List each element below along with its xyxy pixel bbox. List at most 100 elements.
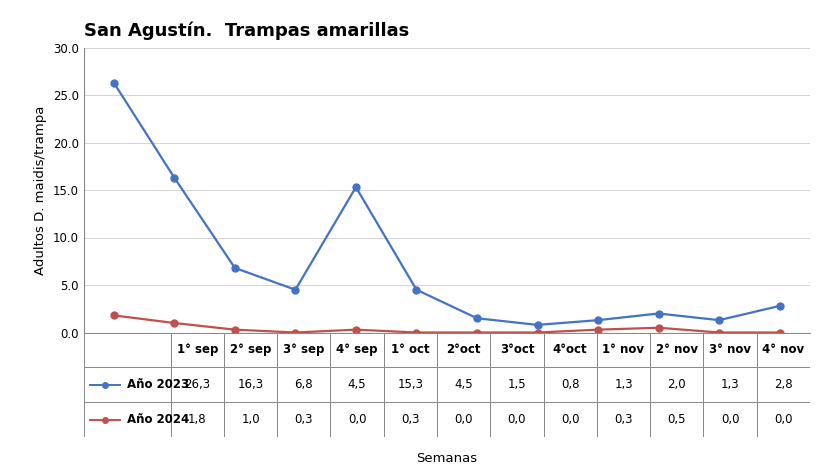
Año 2023 <box>170 175 180 180</box>
Text: 0,0: 0,0 <box>561 413 579 426</box>
FancyBboxPatch shape <box>597 402 650 437</box>
Text: 2,8: 2,8 <box>774 378 792 391</box>
Text: 2°oct: 2°oct <box>447 343 481 356</box>
FancyBboxPatch shape <box>544 332 597 367</box>
FancyBboxPatch shape <box>490 332 544 367</box>
Año 2023 <box>593 317 603 323</box>
Año 2024 <box>775 330 785 335</box>
Text: 1,8: 1,8 <box>188 413 206 426</box>
Text: 0,0: 0,0 <box>508 413 526 426</box>
Año 2023 <box>775 303 785 309</box>
Año 2023 <box>654 311 664 316</box>
Año 2023 <box>412 287 422 293</box>
Text: Año 2023: Año 2023 <box>127 378 190 391</box>
FancyBboxPatch shape <box>84 367 170 402</box>
Text: 4,5: 4,5 <box>454 378 473 391</box>
Text: 15,3: 15,3 <box>397 378 423 391</box>
FancyBboxPatch shape <box>757 332 810 367</box>
Text: 26,3: 26,3 <box>185 378 210 391</box>
Text: 4°oct: 4°oct <box>553 343 588 356</box>
Text: 2,0: 2,0 <box>667 378 686 391</box>
FancyBboxPatch shape <box>384 367 437 402</box>
Text: 4° nov: 4° nov <box>762 343 804 356</box>
Text: 0,5: 0,5 <box>667 413 686 426</box>
Text: 16,3: 16,3 <box>237 378 264 391</box>
Text: 1,3: 1,3 <box>721 378 739 391</box>
Text: 2° sep: 2° sep <box>230 343 271 356</box>
FancyBboxPatch shape <box>597 332 650 367</box>
FancyBboxPatch shape <box>703 402 757 437</box>
Y-axis label: Adultos D. maidis/trampa: Adultos D. maidis/trampa <box>34 105 47 275</box>
FancyBboxPatch shape <box>331 367 384 402</box>
FancyBboxPatch shape <box>437 332 490 367</box>
Año 2023 <box>472 315 482 321</box>
Text: 0,3: 0,3 <box>295 413 313 426</box>
Text: Semanas: Semanas <box>416 453 478 465</box>
FancyBboxPatch shape <box>277 367 331 402</box>
Año 2024 <box>714 330 724 335</box>
Text: 0,8: 0,8 <box>561 378 579 391</box>
Año 2024 <box>230 327 240 332</box>
Text: 4° sep: 4° sep <box>337 343 378 356</box>
FancyBboxPatch shape <box>544 367 597 402</box>
Año 2023 <box>533 322 543 328</box>
Text: 1° oct: 1° oct <box>391 343 430 356</box>
Año 2024 <box>472 330 482 335</box>
Text: 0,3: 0,3 <box>401 413 420 426</box>
FancyBboxPatch shape <box>224 402 277 437</box>
FancyBboxPatch shape <box>703 367 757 402</box>
FancyBboxPatch shape <box>490 402 544 437</box>
FancyBboxPatch shape <box>331 332 384 367</box>
Año 2023 <box>109 80 119 86</box>
FancyBboxPatch shape <box>384 402 437 437</box>
Año 2024 <box>533 330 543 335</box>
Text: 0,0: 0,0 <box>454 413 473 426</box>
Text: 3° nov: 3° nov <box>709 343 751 356</box>
Text: Año 2024: Año 2024 <box>127 413 190 426</box>
Text: 1° sep: 1° sep <box>177 343 218 356</box>
Text: 0,0: 0,0 <box>721 413 739 426</box>
FancyBboxPatch shape <box>277 402 331 437</box>
FancyBboxPatch shape <box>437 402 490 437</box>
FancyBboxPatch shape <box>650 402 703 437</box>
FancyBboxPatch shape <box>84 402 170 437</box>
FancyBboxPatch shape <box>170 367 224 402</box>
FancyBboxPatch shape <box>650 332 703 367</box>
Año 2024 <box>109 313 119 318</box>
Año 2023 <box>230 265 240 271</box>
Año 2023 <box>714 317 724 323</box>
FancyBboxPatch shape <box>170 332 224 367</box>
FancyBboxPatch shape <box>277 332 331 367</box>
Text: 3°oct: 3°oct <box>499 343 534 356</box>
Año 2024 <box>654 325 664 331</box>
FancyBboxPatch shape <box>331 402 384 437</box>
Text: 0,0: 0,0 <box>348 413 367 426</box>
FancyBboxPatch shape <box>224 332 277 367</box>
Text: 0,0: 0,0 <box>774 413 792 426</box>
Text: 6,8: 6,8 <box>295 378 313 391</box>
Text: 2° nov: 2° nov <box>655 343 698 356</box>
FancyBboxPatch shape <box>437 367 490 402</box>
FancyBboxPatch shape <box>224 367 277 402</box>
Text: 3° sep: 3° sep <box>283 343 325 356</box>
Año 2024 <box>170 320 180 326</box>
FancyBboxPatch shape <box>650 367 703 402</box>
FancyBboxPatch shape <box>757 367 810 402</box>
FancyBboxPatch shape <box>170 402 224 437</box>
FancyBboxPatch shape <box>384 332 437 367</box>
Line: Año 2024: Año 2024 <box>110 312 783 336</box>
Text: 0,3: 0,3 <box>615 413 633 426</box>
Line: Año 2023: Año 2023 <box>110 79 783 328</box>
FancyBboxPatch shape <box>490 367 544 402</box>
FancyBboxPatch shape <box>597 367 650 402</box>
Año 2023 <box>351 184 361 190</box>
Año 2024 <box>291 330 301 335</box>
Año 2024 <box>351 327 361 332</box>
FancyBboxPatch shape <box>84 332 170 367</box>
Text: 4,5: 4,5 <box>348 378 367 391</box>
Text: 1° nov: 1° nov <box>603 343 645 356</box>
Text: San Agustín.  Trampas amarillas: San Agustín. Trampas amarillas <box>84 22 409 40</box>
Año 2024 <box>593 327 603 332</box>
Año 2024 <box>412 330 422 335</box>
FancyBboxPatch shape <box>703 332 757 367</box>
